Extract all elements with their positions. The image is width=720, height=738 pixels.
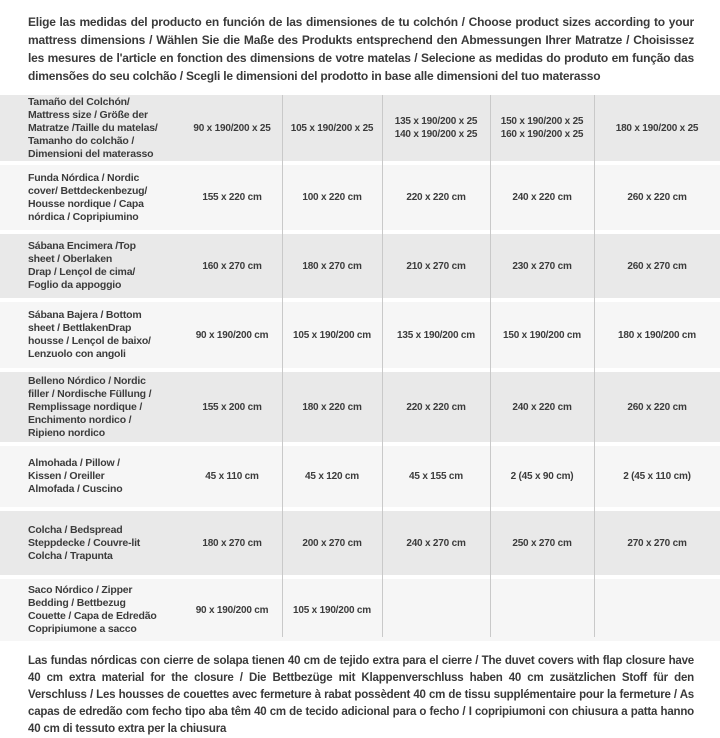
size-cell: 105 x 190/200 x 25 (290, 122, 374, 134)
size-cell: 250 x 270 cm (512, 537, 572, 549)
size-cell: 155 x 200 cm (202, 401, 262, 413)
size-cell: 180 x 190/200 x 25 (615, 122, 699, 134)
size-cell: 45 x 155 cm (409, 471, 463, 482)
size-cell: 260 x 220 cm (627, 401, 687, 413)
table-row-top-sheet: Sábana Encimera /Top sheet / Oberlaken D… (0, 234, 720, 298)
size-cell (490, 579, 594, 641)
size-cell: 220 x 220 cm (406, 192, 466, 203)
column-divider (594, 95, 595, 637)
table-row-bedspread: Colcha / Bedspread Steppdecke / Couvre-l… (0, 511, 720, 575)
size-cell: 270 x 270 cm (627, 537, 687, 549)
size-cell: 100 x 220 cm (302, 192, 362, 203)
size-cell: 240 x 220 cm (512, 401, 572, 413)
size-cell: 220 x 220 cm (406, 401, 466, 413)
size-cell: 180 x 190/200 cm (618, 329, 696, 341)
size-cell: 180 x 270 cm (202, 537, 262, 549)
size-cell: 260 x 270 cm (627, 260, 687, 272)
size-cell: 45 x 120 cm (305, 471, 359, 482)
product-label: Sábana Bajera / Bottom sheet / Bettlaken… (28, 309, 151, 360)
table-row-mattress-size: Tamaño del Colchón/ Mattress size / Größ… (0, 95, 720, 161)
column-divider (282, 95, 283, 637)
table-row-bottom-sheet: Sábana Bajera / Bottom sheet / Bettlaken… (0, 302, 720, 368)
size-cell (382, 579, 490, 641)
size-cell: 90 x 190/200 cm (195, 604, 269, 616)
size-cell: 180 x 220 cm (302, 401, 362, 413)
size-cell: 105 x 190/200 cm (293, 604, 371, 616)
product-label: Funda Nórdica / Nordic cover/ Bettdecken… (28, 171, 148, 223)
size-cell: 90 x 190/200 x 25 (193, 122, 271, 134)
size-cell: 230 x 270 cm (512, 260, 572, 272)
size-cell: 210 x 270 cm (406, 260, 466, 272)
size-table: Tamaño del Colchón/ Mattress size / Größ… (0, 95, 720, 641)
product-label: Tamaño del Colchón/ Mattress size / Größ… (28, 95, 158, 160)
table-row-nordic-filler: Belleno Nórdico / Nordic filler / Nordis… (0, 372, 720, 442)
intro-text: Elige las medidas del producto en funció… (28, 15, 694, 83)
table-row-nordic-cover: Funda Nórdica / Nordic cover/ Bettdecken… (0, 165, 720, 230)
size-cell: 45 x 110 cm (205, 471, 259, 482)
size-cell (594, 579, 720, 641)
size-cell: 90 x 190/200 cm (195, 329, 269, 341)
size-cell: 160 x 270 cm (202, 260, 262, 272)
size-cell: 155 x 220 cm (202, 192, 262, 203)
product-label: Colcha / Bedspread Steppdecke / Couvre-l… (28, 523, 141, 562)
footnote-text: Las fundas nórdicas con cierre de solapa… (28, 655, 694, 735)
size-cell: 2 (45 x 90 cm) (510, 471, 574, 482)
size-cell: 150 x 190/200 x 25 160 x 190/200 x 25 (500, 116, 584, 140)
size-cell: 260 x 220 cm (627, 192, 687, 203)
size-cell: 240 x 220 cm (512, 192, 572, 203)
product-label: Belleno Nórdico / Nordic filler / Nordis… (28, 374, 152, 439)
product-label: Sábana Encimera /Top sheet / Oberlaken D… (28, 240, 136, 291)
size-guide-page: Elige las medidas del producto en funció… (0, 15, 720, 735)
size-cell: 135 x 190/200 x 25 140 x 190/200 x 25 (394, 116, 478, 140)
product-label: Saco Nórdico / Zipper Bedding / Bettbezu… (28, 584, 157, 635)
size-cell: 150 x 190/200 cm (503, 329, 581, 341)
size-cell: 240 x 270 cm (406, 537, 466, 549)
column-divider (382, 95, 383, 637)
table-row-zipper-bedding: Saco Nórdico / Zipper Bedding / Bettbezu… (0, 579, 720, 641)
column-divider (490, 95, 491, 637)
table-row-pillow: Almohada / Pillow / Kissen / Oreiller Al… (0, 446, 720, 507)
size-cell: 2 (45 x 110 cm) (623, 471, 691, 482)
size-cell: 180 x 270 cm (302, 260, 362, 272)
size-cell: 105 x 190/200 cm (293, 329, 371, 341)
product-label: Almohada / Pillow / Kissen / Oreiller Al… (28, 457, 123, 495)
size-cell: 200 x 270 cm (302, 537, 362, 549)
size-cell: 135 x 190/200 cm (397, 329, 475, 341)
